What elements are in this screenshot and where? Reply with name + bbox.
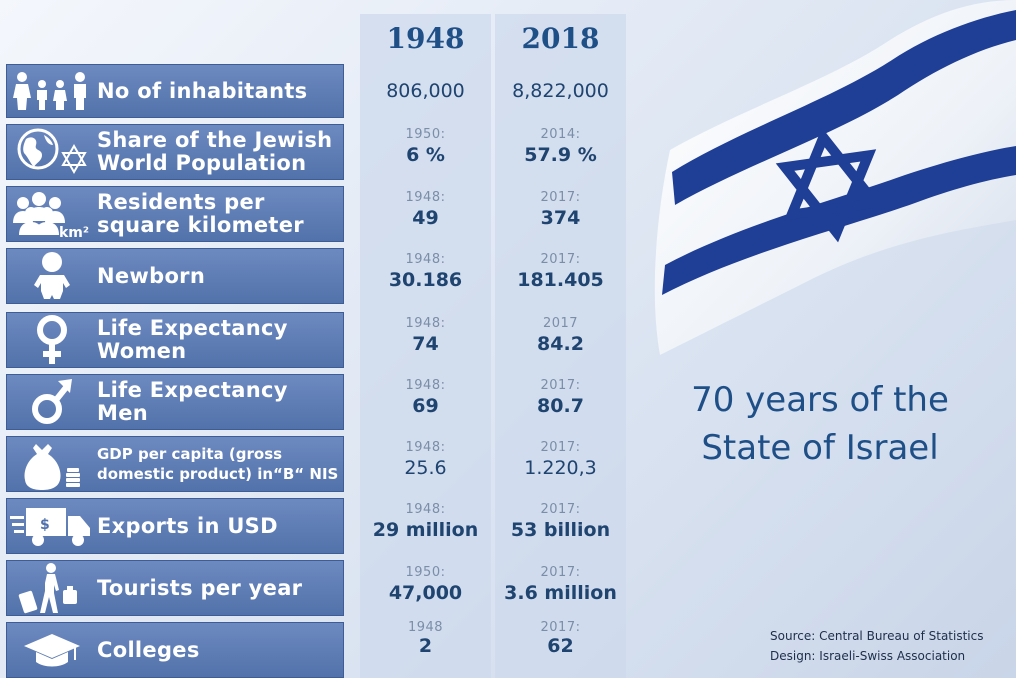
page-title: 70 years of the State of Israel xyxy=(691,380,949,468)
row-label-text: Newborn xyxy=(97,263,206,288)
globe-star-of-david-icon xyxy=(7,125,97,179)
baby-icon xyxy=(7,249,97,303)
traveler-luggage-icon xyxy=(7,561,97,615)
israel-flag xyxy=(654,0,1016,355)
value-1948-residents: 1948: 49 xyxy=(405,190,446,229)
credits: Source: Central Bureau of Statistics Des… xyxy=(770,626,983,666)
column-header-1948: 1948 xyxy=(386,22,465,55)
row-label-text: GDP per capita (gross domestic product) … xyxy=(97,445,339,483)
row-inhabitants: No of inhabitants xyxy=(6,64,344,118)
value-1948-gdp: 1948: 25.6 xyxy=(404,440,447,479)
row-label-text: Residents per square kilometer xyxy=(97,190,304,237)
design-credit: Design: Israeli-Swiss Association xyxy=(770,649,966,663)
value-1948-jewish-share: 1950: 6 % xyxy=(405,127,446,166)
row-life-women: Life Expectancy Women xyxy=(6,312,344,368)
source-credit: Source: Central Bureau of Statistics xyxy=(770,629,984,643)
row-label-text: Exports in USD xyxy=(97,513,278,538)
value-2018-exports: 2017: 53 billion xyxy=(510,502,611,541)
row-label-text: Share of the Jewish World Population xyxy=(97,128,333,175)
value-1948-exports: 1948: 29 million xyxy=(372,502,479,541)
value-1948-life-men: 1948: 69 xyxy=(405,378,446,417)
row-label-text: Colleges xyxy=(97,637,200,662)
star-of-david-icon xyxy=(775,127,885,243)
male-symbol-icon xyxy=(7,375,97,429)
value-2018-newborn: 2017: 181.405 xyxy=(517,252,604,291)
column-2018-background xyxy=(495,14,626,678)
value-2018-inhabitants: 8,822,000 xyxy=(512,80,609,102)
family-icon xyxy=(7,65,97,117)
value-2018-colleges: 2017: 62 xyxy=(540,620,581,657)
value-2018-gdp: 2017: 1.220,3 xyxy=(524,440,597,479)
value-2018-life-women: 2017 84.2 xyxy=(537,316,584,355)
value-2018-residents: 2017: 374 xyxy=(540,190,581,229)
row-tourists: Tourists per year xyxy=(6,560,344,616)
row-label-text: Life Expectancy Women xyxy=(97,316,288,363)
value-1948-inhabitants: 806,000 xyxy=(386,80,465,102)
row-residents-km2: km² Residents per square kilometer xyxy=(6,186,344,242)
column-header-2018: 2018 xyxy=(521,22,600,55)
value-2018-tourists: 2017: 3.6 million xyxy=(504,565,617,604)
row-colleges: Colleges xyxy=(6,622,344,678)
km2-label: km² xyxy=(59,225,89,239)
female-symbol-icon xyxy=(7,313,97,367)
row-jewish-share: Share of the Jewish World Population xyxy=(6,124,344,180)
svg-text:$: $ xyxy=(40,517,50,533)
people-km2-icon: km² xyxy=(7,187,97,241)
row-label-text: Tourists per year xyxy=(97,575,303,600)
value-1948-newborn: 1948: 30.186 xyxy=(388,252,463,291)
delivery-truck-icon: $ xyxy=(7,499,97,553)
value-1948-life-women: 1948: 74 xyxy=(405,316,446,355)
row-newborn: Newborn xyxy=(6,248,344,304)
row-label-text: Life Expectancy Men xyxy=(97,378,288,425)
row-gdp: GDP per capita (gross domestic product) … xyxy=(6,436,344,492)
row-label-text: No of inhabitants xyxy=(97,78,308,103)
money-bag-icon xyxy=(7,437,97,491)
row-exports: $ Exports in USD xyxy=(6,498,344,554)
value-2018-life-men: 2017: 80.7 xyxy=(537,378,584,417)
graduation-cap-icon xyxy=(7,623,97,677)
value-1948-colleges: 1948 2 xyxy=(407,620,444,657)
value-2018-jewish-share: 2014: 57.9 % xyxy=(524,127,597,166)
column-1948-background xyxy=(360,14,491,678)
row-life-men: Life Expectancy Men xyxy=(6,374,344,430)
value-1948-tourists: 1950: 47,000 xyxy=(388,565,463,604)
